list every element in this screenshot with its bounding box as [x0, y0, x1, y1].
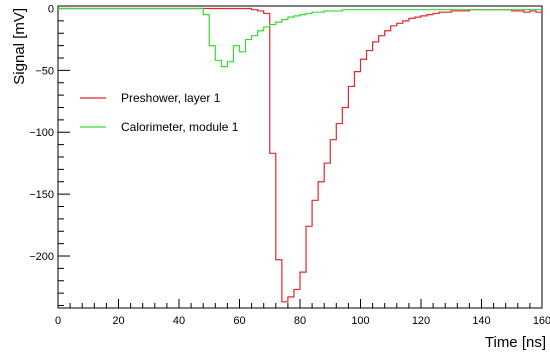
series-line-2 [58, 7, 542, 68]
x-tick-label: 100 [351, 315, 369, 327]
y-axis-title: Signal [mV] [11, 8, 28, 85]
x-tick-label: 140 [472, 315, 490, 327]
y-tick-label: −50 [35, 65, 54, 77]
x-tick-label: 20 [112, 315, 124, 327]
y-tick-label: −150 [29, 189, 54, 201]
x-tick-label: 120 [412, 315, 430, 327]
y-tick-label: 0 [48, 3, 54, 15]
x-tick-label: 80 [294, 315, 306, 327]
plot-frame [57, 5, 543, 309]
legend-label-2: Calorimeter, module 1 [121, 120, 239, 134]
x-tick-label: 0 [55, 315, 61, 327]
legend-label-1: Preshower, layer 1 [121, 91, 221, 105]
y-tick-label: −100 [29, 127, 54, 139]
x-tick-label: 60 [233, 315, 245, 327]
series-line-1 [58, 7, 542, 303]
y-tick-label: −200 [29, 251, 54, 263]
x-tick-label: 160 [533, 315, 550, 327]
x-axis-title: Time [ns] [485, 334, 546, 351]
x-tick-label: 40 [173, 315, 185, 327]
